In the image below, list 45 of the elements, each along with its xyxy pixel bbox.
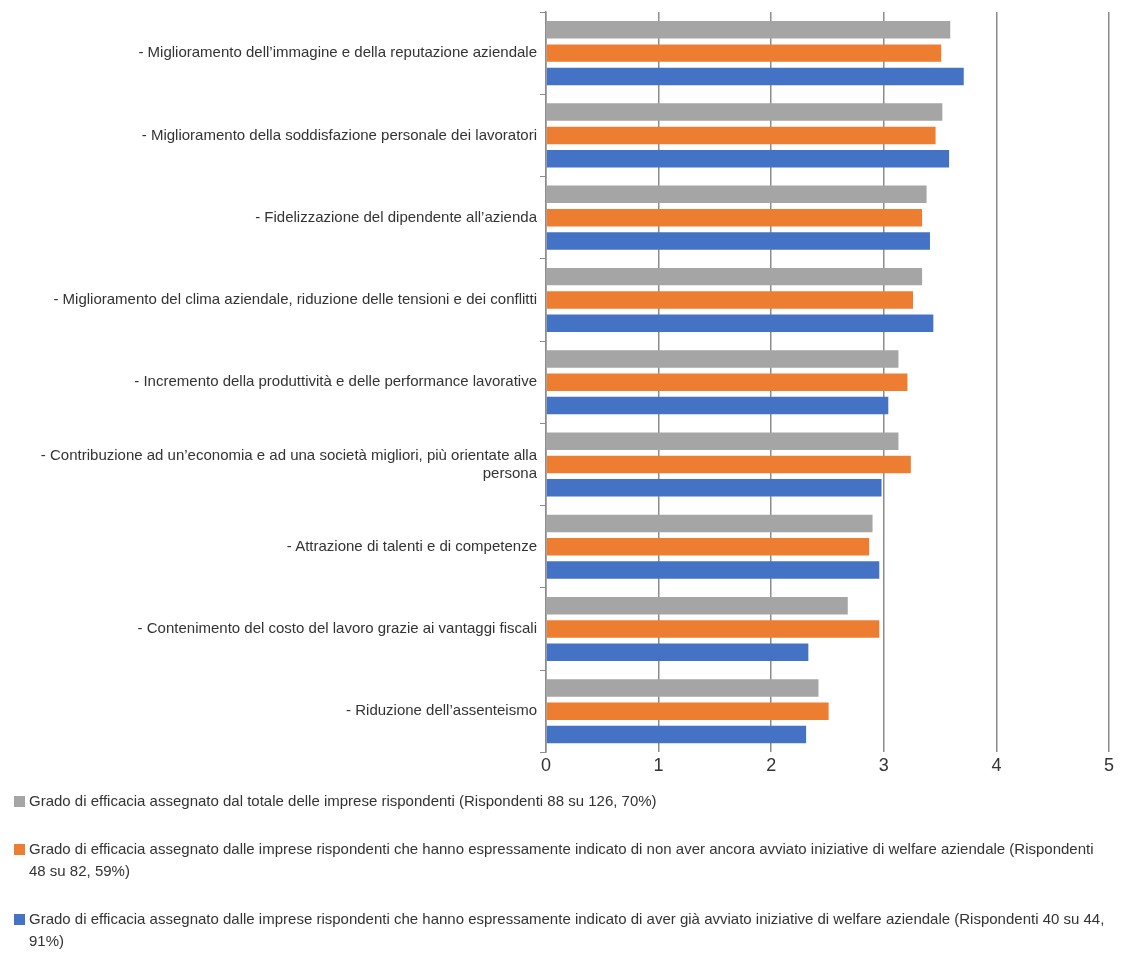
- y-tick-label: - Riduzione dell’assenteismo: [346, 701, 537, 719]
- y-tick-label: - Attrazione di talenti e di competenze: [286, 536, 537, 554]
- y-tick-label: - Fidelizzazione del dipendente all’azienda: [255, 207, 538, 225]
- y-tick-label: - Contenimento del costo del lavoro grazie ai vantaggi fiscali: [137, 619, 537, 637]
- bar: [546, 396, 889, 415]
- bar: [546, 373, 908, 391]
- bar: [546, 725, 807, 744]
- legend-label: Grado di efficacia assegnato dalle imprese rispondenti che hanno espressamente indicato di non aver ancora avviato iniziative di welfare aziendale (Rispondenti 48 su 82, 59%): [29, 839, 1095, 881]
- bar: [546, 232, 930, 250]
- bar: [546, 21, 951, 39]
- bar: [546, 455, 911, 474]
- bar: [546, 679, 819, 697]
- bar: [546, 267, 923, 286]
- x-tick-label: 4: [991, 755, 1002, 776]
- bar: [546, 479, 882, 497]
- bar: [546, 44, 942, 62]
- bar: [546, 126, 936, 145]
- bar: [546, 350, 899, 368]
- x-tick-label: 5: [1103, 755, 1115, 776]
- y-tick-label: - Miglioramento del clima aziendale, riduzione delle tensioni e dei conflitti: [53, 290, 537, 308]
- x-tick-label: 3: [878, 755, 889, 776]
- bar: [546, 208, 923, 227]
- y-tick-label: - Contribuzione ad un’economia e ad una società migliori, più orientate alla persona: [40, 445, 538, 481]
- bar: [546, 596, 848, 615]
- y-tick-label: - Miglioramento dell’immagine e della reputazione aziendale: [138, 43, 537, 61]
- legend-label: Grado di efficacia assegnato dal totale delle imprese rispondenti (Rispondenti 88 su 126, 70%): [29, 791, 657, 811]
- bar: [546, 561, 880, 579]
- bar: [546, 314, 934, 332]
- bar: [546, 432, 899, 450]
- bar: [546, 67, 964, 86]
- y-tick-label: - Miglioramento della soddisfazione personale dei lavoratori: [141, 125, 537, 143]
- bar: [546, 149, 950, 168]
- bar: [546, 643, 809, 662]
- x-tick-label: 0: [540, 755, 552, 776]
- bar: [546, 291, 914, 309]
- legend-label: Grado di efficacia assegnato dalle imprese rispondenti che hanno espressamente indicato di aver già avviato iniziative di welfare aziendale (Rispondenti 40 su 44, 91%): [29, 909, 1106, 951]
- bar: [546, 185, 927, 204]
- bar: [546, 620, 880, 638]
- bar: [546, 702, 829, 721]
- x-tick-label: 2: [766, 755, 777, 776]
- bar: [546, 514, 873, 533]
- bar: [546, 103, 943, 121]
- x-tick-label: 1: [653, 755, 664, 776]
- y-tick-label: - Incremento della produttività e delle performance lavorative: [134, 372, 537, 390]
- bar: [546, 537, 870, 556]
